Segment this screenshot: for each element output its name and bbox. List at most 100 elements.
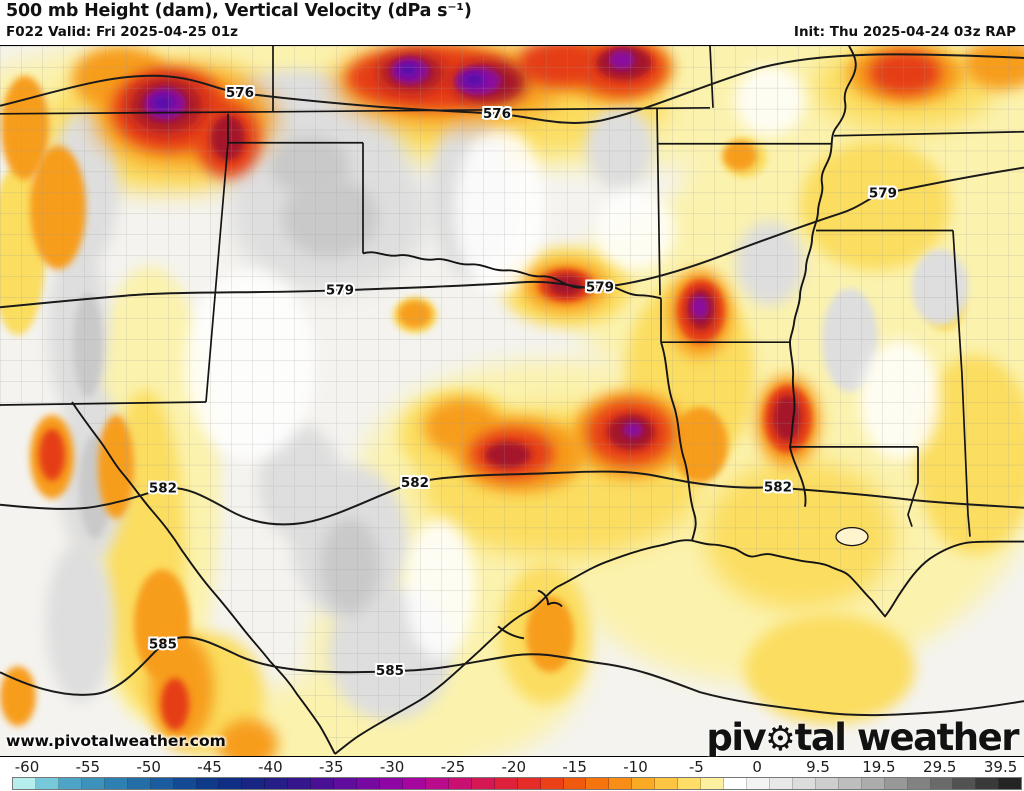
height-contour-label: 582 [401,475,429,491]
colorbar-segment [242,778,266,789]
colorbar-tick-label: 39.5 [983,758,1018,776]
river-line [71,401,336,755]
rivers [71,46,857,755]
colorbar-tick-label: 9.5 [806,758,830,776]
watermark-url: www.pivotalweather.com [6,732,226,750]
state-border-line [656,107,661,296]
height-contour-label: 579 [326,282,354,298]
colorbar-segment [907,778,931,789]
colorbar-segment [471,778,495,789]
colorbar-segment [173,778,197,789]
height-contour-line [0,53,1024,124]
colorbar-segment [81,778,105,789]
colorbar-segment [13,778,36,789]
lake-pontchartrain [835,526,869,547]
model-init-label: Init: Thu 2025-04-24 03z RAP [793,24,1016,40]
state-border-line [227,113,363,144]
gear-icon: ⚙ [765,718,795,759]
state-border-line [205,142,229,403]
colorbar-segment [127,778,151,789]
state-border-line [0,401,207,406]
height-contour-line [0,470,1024,526]
colorbar-tick-label: -35 [319,758,344,776]
river-line [362,251,662,300]
colorbar-scale [12,777,1022,790]
colorbar-tick-label: -5 [688,758,704,776]
colorbar-segment [838,778,862,789]
map-title: 500 mb Height (dam), Vertical Velocity (… [6,1,472,21]
colorbar-segment [517,778,541,789]
vv-blob [218,719,278,756]
vv-blob [161,678,189,731]
height-contour-label: 585 [376,663,404,679]
colorbar-segment [792,778,816,789]
map-header: 500 mb Height (dam), Vertical Velocity (… [0,0,1024,45]
colorbar-segment [402,778,426,789]
colorbar-segment [586,778,610,789]
colorbar-segment [540,778,564,789]
colorbar-segment [930,778,954,789]
vv-blob [46,542,114,703]
height-contour-label: 582 [764,480,792,496]
vv-blob [39,428,65,481]
colorbar-segment [104,778,128,789]
colorbar-segment [976,778,1000,789]
colorbar-segment [884,778,908,789]
logo-text-pre: piv [706,715,766,759]
colorbar-segment [769,778,793,789]
state-border-line [709,46,714,108]
colorbar-tick-label: -10 [623,758,648,776]
vv-blob [526,596,574,673]
colorbar-tick-label: -60 [14,758,40,776]
colorbar-segment [999,778,1022,789]
river-line [789,46,857,507]
forecast-valid-label: F022 Valid: Fri 2025-04-25 01z [6,24,238,40]
colorbar-tick-row: -60 -55 -50 -45 -40 -35 -30 -25 -20 -15 -10 -5 0 9.5 1… [0,758,1024,776]
colorbar-segment [311,778,335,789]
state-border-line [952,230,971,537]
colorbar-segment [58,778,82,789]
height-contour-label: 579 [869,186,897,202]
height-contour-line [0,166,1024,309]
colorbar-segment [334,778,358,789]
vv-blob [0,666,36,727]
state-border-line [907,446,919,527]
colorbar-segment [701,778,725,789]
height-contours [0,53,1024,717]
colorbar-tick-label: -25 [440,758,466,776]
colorbar-segment [288,778,312,789]
height-contour-label: 576 [226,85,254,101]
coastline [497,625,525,640]
colorbar-tick-label: -40 [258,758,283,776]
height-contour-label: 576 [483,106,511,122]
colorbar-segment [655,778,679,789]
coastline [537,589,563,608]
map-image: 576 576 579 579 579 582 582 582 585 585 [0,46,1024,756]
colorbar-segment [219,778,243,789]
colorbar-segment [265,778,289,789]
coastline [334,539,1024,755]
coastline-group [334,526,1024,755]
colorbar-tick-label: -50 [136,758,161,776]
colorbar-tick-label: 0 [752,758,762,776]
height-contour-label: 585 [149,636,177,652]
contour-labels: 576 576 579 579 579 582 582 582 585 585 [147,83,899,681]
colorbar-tick-label: 29.5 [923,758,957,776]
height-contour-line [0,636,1024,717]
colorbar-segment [563,778,587,789]
colorbar-segment [953,778,977,789]
colorbar-tick-label: -15 [562,758,587,776]
colorbar-tick-label: -20 [501,758,527,776]
logo-text-post: tal weather [794,715,1020,759]
pivotal-weather-logo: piv⚙tal weather [706,715,1020,759]
colorbar-segment [861,778,885,789]
map-canvas: 576 576 579 579 579 582 582 582 585 585 www.pivot… [0,45,1024,757]
state-border-line [833,130,1024,137]
colorbar-segment [747,778,770,789]
colorbar-segment [448,778,472,789]
colorbar-segment [150,778,174,789]
colorbar: -60 -55 -50 -45 -40 -35 -30 -25 -20 -15 -10 -5 0 9.5 1… [0,757,1024,791]
colorbar-tick-label: -30 [379,758,405,776]
colorbar-segment [196,778,220,789]
